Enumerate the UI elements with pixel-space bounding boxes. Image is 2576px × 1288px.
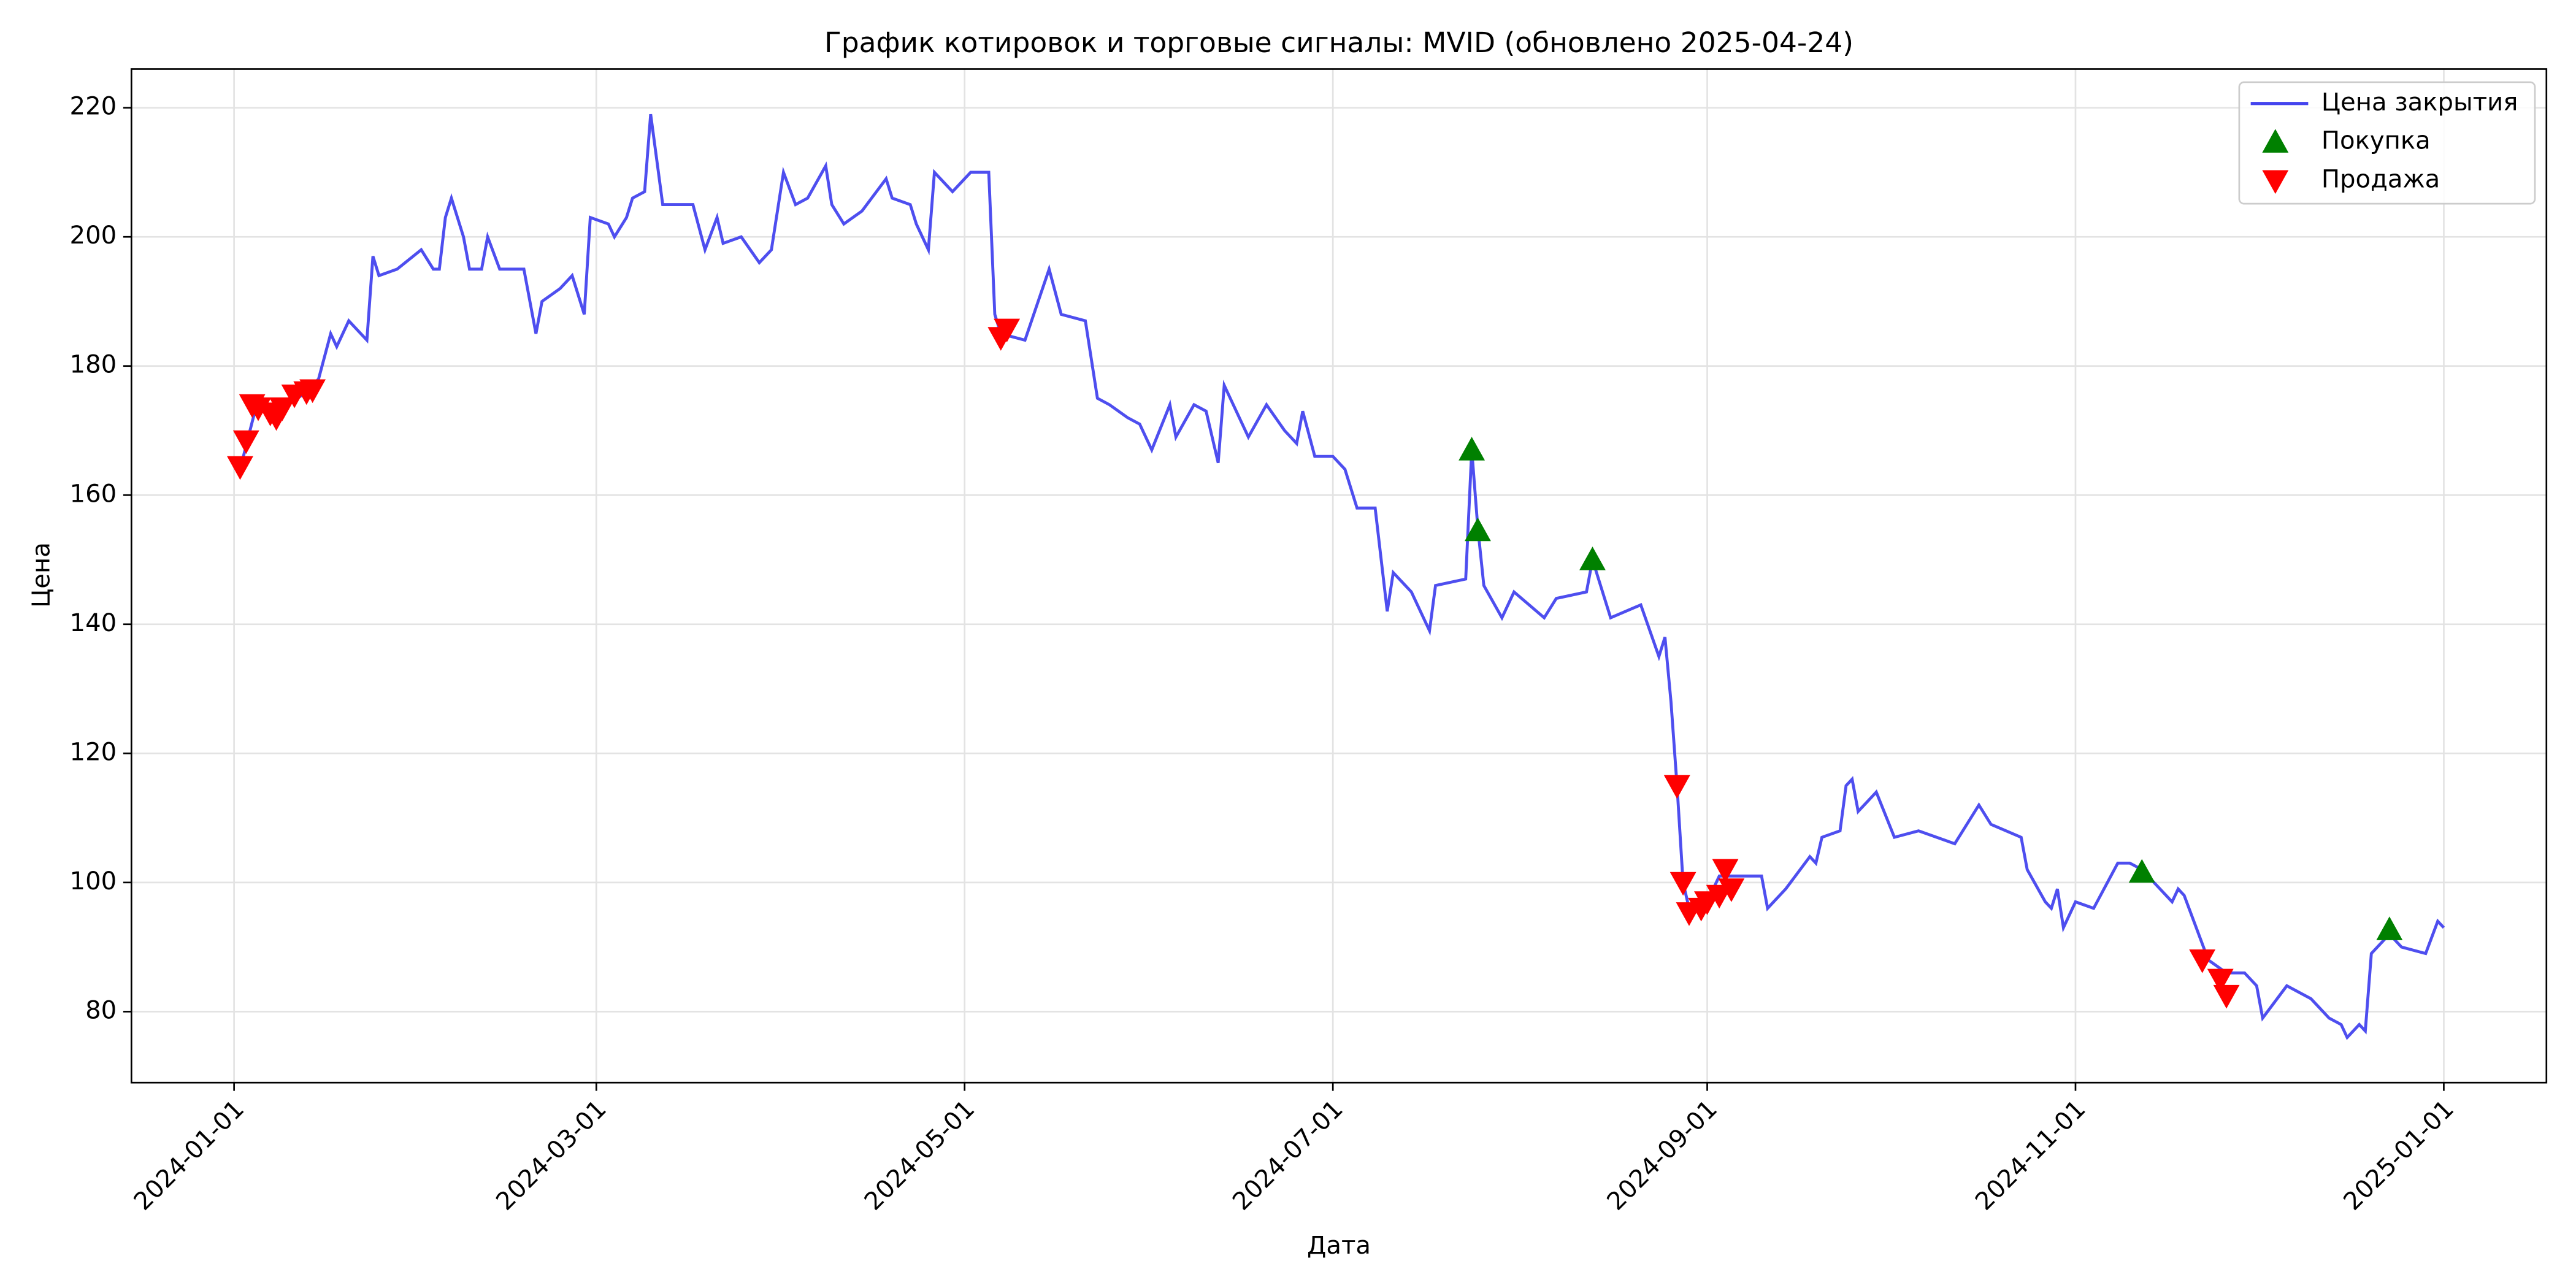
y-tick-label: 220	[70, 93, 117, 121]
buy-marker	[1465, 517, 1491, 542]
legend-label: Цена закрытия	[2321, 88, 2518, 117]
price-line	[239, 113, 2445, 1040]
sell-marker	[1669, 872, 1696, 896]
sell-marker	[2189, 949, 2216, 973]
buy-marker	[1579, 546, 1606, 570]
y-tick-label: 80	[85, 996, 117, 1024]
sell-marker	[269, 397, 296, 421]
legend-swatch	[2262, 129, 2289, 153]
x-axis-label: Дата	[1307, 1232, 1371, 1260]
sell-marker	[299, 379, 326, 404]
y-tick-label: 120	[70, 738, 117, 766]
y-axis-label: Цена	[28, 542, 56, 608]
y-tick-label: 180	[70, 351, 117, 379]
sell-marker	[232, 430, 259, 454]
buy-marker	[1459, 437, 1485, 461]
sell-marker	[1712, 859, 1739, 883]
buy-marker	[2128, 859, 2155, 883]
sell-marker	[994, 318, 1021, 343]
buy-marker	[2376, 916, 2403, 940]
sell-marker	[227, 456, 253, 480]
legend-label: Покупка	[2321, 127, 2431, 155]
y-tick-label: 140	[70, 609, 117, 637]
sell-marker	[1718, 878, 1745, 902]
chart-title: График котировок и торговые сигналы: MVI…	[824, 26, 1853, 59]
sell-marker	[2213, 984, 2240, 1009]
sell-marker	[1663, 775, 1690, 799]
legend-box	[2238, 81, 2536, 205]
y-tick-label: 200	[70, 221, 117, 250]
sell-marker	[2207, 968, 2234, 993]
plot-frame	[130, 68, 2548, 1084]
legend-swatch	[2262, 170, 2289, 194]
y-tick-label: 100	[70, 867, 117, 895]
y-tick-label: 160	[70, 480, 117, 508]
legend-label: Продажа	[2321, 166, 2440, 194]
